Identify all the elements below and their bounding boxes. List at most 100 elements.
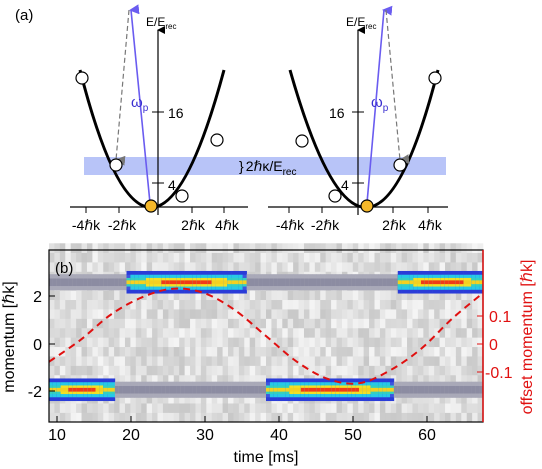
heatmap-cell [222, 309, 229, 319]
heatmap-cell [190, 346, 196, 357]
heatmap-cell [303, 262, 310, 272]
heatmap-cell [228, 374, 234, 385]
heatmap-band-cell [374, 387, 379, 392]
heatmap-cell [282, 327, 288, 338]
heatmap-cell [461, 243, 468, 253]
heatmap-cell [314, 337, 321, 348]
heatmap-cell [130, 290, 137, 301]
heatmap-cell [374, 252, 381, 263]
heatmap-cell [303, 318, 310, 329]
heatmap-cell [445, 290, 451, 301]
heatmap-cell [152, 356, 158, 366]
heatmap-cell [54, 309, 61, 319]
heatmap-cell [233, 290, 240, 301]
heatmap-band-cell [370, 278, 375, 287]
heatmap-cell [401, 309, 408, 319]
heatmap-cell [228, 290, 234, 301]
heatmap-cell [179, 412, 185, 423]
heatmap-cell [266, 356, 272, 366]
heatmap-cell [369, 327, 375, 338]
heatmap-cell [434, 262, 440, 272]
heatmap-cell [396, 252, 402, 263]
heatmap-cell [54, 365, 61, 376]
heatmap-cell [303, 412, 310, 423]
heatmap-cell [70, 327, 77, 338]
heatmap-band-cell [289, 278, 294, 287]
heatmap-cell [434, 365, 440, 376]
heatmap-cell [76, 346, 82, 357]
heatmap-band-cell [355, 278, 360, 287]
heatmap-band-cell [266, 387, 271, 392]
heatmap-cell [49, 299, 55, 310]
heatmap-cell [70, 403, 77, 413]
heatmap-band-cell [297, 278, 302, 287]
heatmap-cell [358, 356, 364, 366]
heatmap-cell [336, 243, 343, 253]
heatmap-cell [70, 356, 77, 366]
heatmap-cell [190, 318, 196, 329]
heatmap-band-cell [281, 278, 286, 287]
heatmap-cell [266, 290, 272, 301]
heatmap-band-cell [382, 278, 387, 287]
heatmap-cell [477, 243, 484, 253]
heatmap-cell [477, 262, 484, 272]
heatmap-cell [211, 299, 218, 310]
heatmap-cell [363, 318, 370, 329]
heatmap-cell [379, 356, 386, 366]
state-circle [295, 134, 309, 148]
heatmap-cell [379, 337, 386, 348]
heatmap-cell [200, 412, 207, 423]
heatmap-cell [390, 327, 397, 338]
heatmap-band-cell [440, 280, 445, 285]
heatmap-cell [152, 393, 158, 404]
heatmap-cell [152, 252, 158, 263]
heatmap-cell [211, 309, 218, 319]
heatmap-cell [130, 299, 137, 310]
heatmap-cell [76, 365, 82, 376]
heatmap-cell [249, 403, 256, 413]
heatmap-cell [401, 412, 408, 423]
heatmap-cell [168, 309, 175, 319]
heatmap-cell [439, 327, 446, 338]
heatmap-cell [439, 252, 446, 263]
heatmap-cell [271, 337, 278, 348]
heatmap-band-cell [421, 280, 426, 285]
heatmap-cell [54, 337, 61, 348]
heatmap-bands [49, 270, 484, 402]
heatmap-cell [282, 252, 288, 263]
heatmap-cell [124, 374, 131, 385]
heatmap-cell [49, 243, 55, 253]
heatmap-cell [260, 403, 267, 413]
heatmap-cell [331, 318, 337, 329]
heatmap-cell [266, 412, 272, 423]
heatmap-cell [86, 290, 93, 301]
heatmap-cell [238, 290, 245, 301]
ytick-label-2: 2 [33, 289, 42, 306]
heatmap-cell [417, 252, 424, 263]
heatmap-cell [314, 309, 321, 319]
heatmap-band-cell [324, 387, 329, 392]
heatmap-band-cell [421, 385, 426, 394]
heatmap-cell [86, 299, 93, 310]
ground-state-circle [360, 199, 374, 213]
heatmap-cell [124, 252, 131, 263]
heatmap-cell [472, 299, 478, 310]
xtick-label-30: 30 [196, 427, 214, 444]
heatmap-band-cell [316, 387, 321, 392]
heatmap-cell [461, 374, 468, 385]
heatmap-band-cell [463, 385, 468, 394]
heatmap-cell [466, 327, 473, 338]
heatmap-cell [363, 262, 370, 272]
heatmap-cell [146, 346, 153, 357]
heatmap-band-cell [320, 387, 325, 392]
heatmap-cell [86, 365, 93, 376]
heatmap-cell [434, 243, 440, 253]
heatmap-cell [168, 299, 175, 310]
heatmap-cell [86, 309, 93, 319]
heatmap-cell [412, 262, 419, 272]
heatmap-cell [396, 337, 402, 348]
heatmap-cell [309, 412, 316, 423]
heatmap-cell [141, 309, 147, 319]
heatmap-cell [135, 412, 142, 423]
heatmap-band-cell [471, 280, 476, 285]
